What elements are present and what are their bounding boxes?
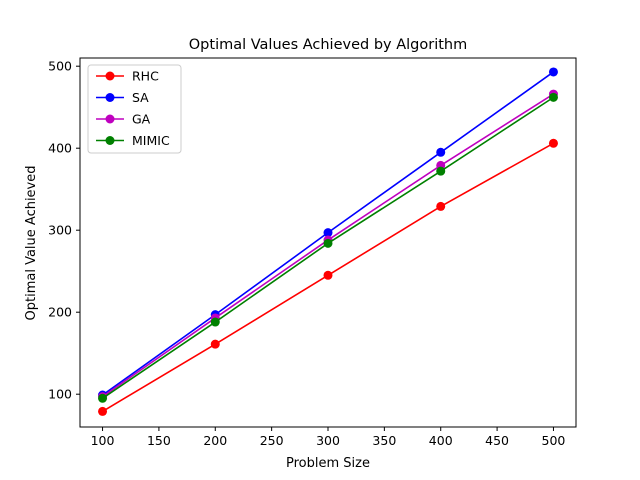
data-point-sa	[436, 147, 446, 157]
legend-label: GA	[132, 112, 151, 127]
series-layer	[98, 67, 558, 416]
x-tick-label: 300	[316, 433, 340, 448]
data-point-rhc	[548, 138, 558, 148]
y-tick-label: 300	[48, 223, 72, 238]
x-tick-label: 400	[429, 433, 453, 448]
legend-item-ga: GA	[96, 112, 151, 127]
x-tick-label: 500	[542, 433, 566, 448]
y-axis-label: Optimal Value Achieved	[24, 165, 39, 320]
data-point-rhc	[323, 270, 333, 280]
data-point-mimic	[210, 317, 220, 327]
legend-label: SA	[132, 90, 149, 105]
legend-swatch-marker	[105, 71, 115, 81]
legend-label: MIMIC	[132, 133, 170, 148]
legend-swatch-marker	[105, 136, 115, 145]
legend: RHC SA GA MIMIC	[87, 64, 182, 154]
chart-title: Optimal Values Achieved by Algorithm	[189, 37, 467, 53]
y-tick-label: 100	[48, 387, 72, 402]
x-tick-label: 150	[147, 433, 171, 448]
legend-swatch-marker	[105, 114, 115, 124]
x-axis-ticks: 100 150 200 250 300 350 400 450 500	[91, 427, 566, 448]
data-point-rhc	[98, 406, 108, 416]
x-tick-label: 450	[485, 433, 509, 448]
x-tick-label: 200	[203, 433, 227, 448]
legend-item-sa: SA	[96, 90, 149, 105]
data-point-mimic	[98, 393, 108, 403]
data-point-sa	[323, 228, 333, 238]
y-tick-label: 200	[48, 305, 72, 320]
data-point-mimic	[436, 166, 446, 176]
data-point-rhc	[436, 201, 446, 211]
y-tick-label: 500	[48, 59, 72, 74]
series-rhc	[98, 138, 558, 416]
data-point-rhc	[210, 339, 220, 349]
x-axis-label: Problem Size	[286, 456, 370, 471]
data-point-mimic	[323, 238, 333, 248]
legend-swatch-marker	[105, 93, 115, 102]
data-point-sa	[548, 67, 558, 77]
legend-label: RHC	[132, 69, 159, 84]
x-tick-label: 250	[260, 433, 284, 448]
legend-item-rhc: RHC	[96, 69, 159, 84]
series-mimic	[98, 92, 558, 403]
y-tick-label: 400	[48, 141, 72, 156]
x-tick-label: 100	[91, 433, 115, 448]
y-axis-ticks: 100 200 300 400 500	[48, 59, 80, 402]
data-point-mimic	[548, 92, 558, 102]
legend-item-mimic: MIMIC	[96, 133, 170, 148]
x-tick-label: 350	[372, 433, 396, 448]
legend-box	[87, 64, 182, 154]
